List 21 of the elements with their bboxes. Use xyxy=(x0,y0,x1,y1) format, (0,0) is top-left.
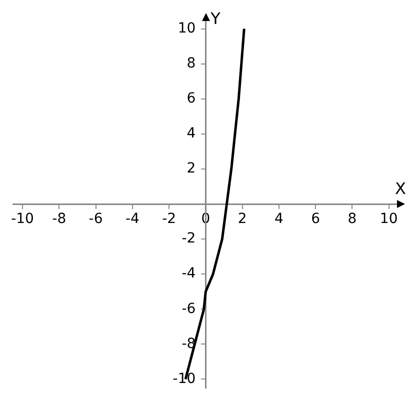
y-tick-label: -4 xyxy=(182,266,196,282)
x-tick-label: -10 xyxy=(11,211,34,228)
x-tick-label: -2 xyxy=(162,211,176,228)
y-tick-label: 8 xyxy=(186,55,196,72)
x-tick-label: -8 xyxy=(52,211,66,228)
x-tick-label: 4 xyxy=(274,211,284,228)
y-tick-label: 4 xyxy=(186,126,196,142)
x-tick-label: 6 xyxy=(311,211,320,228)
y-tick-label: 6 xyxy=(186,90,196,106)
y-tick-label: -6 xyxy=(182,300,196,317)
x-tick-label: 2 xyxy=(238,211,247,228)
y-tick-label: 2 xyxy=(186,160,196,177)
y-axis-title: Y xyxy=(210,9,221,28)
y-tick-label: 10 xyxy=(178,20,196,36)
x-tick-label: -4 xyxy=(125,211,140,228)
x-tick-label: 10 xyxy=(380,211,398,228)
x-axis-title: X xyxy=(395,179,406,198)
y-tick-label: -2 xyxy=(182,230,196,247)
y-tick-label: -10 xyxy=(172,370,196,387)
x-tick-label: 8 xyxy=(348,211,357,228)
x-tick-label: -6 xyxy=(88,211,103,228)
